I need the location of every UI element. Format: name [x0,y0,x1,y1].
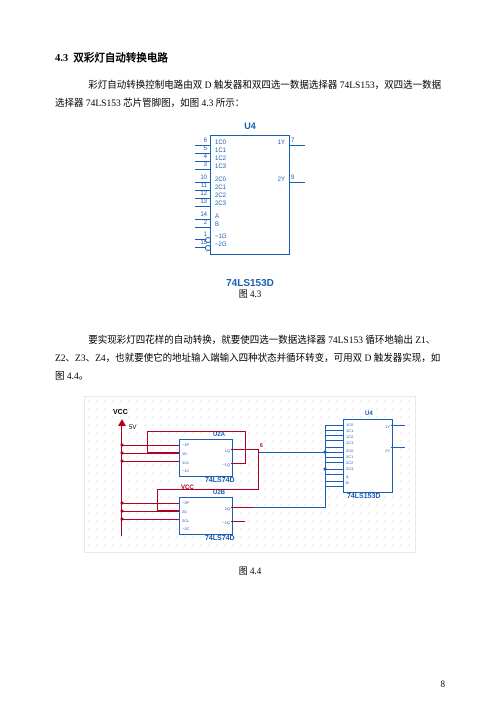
junction-icon [121,510,124,513]
section-title: 4.3 双彩灯自动转换电路 [55,50,445,65]
figure-4-3: U4 61C051C141C231C3102C0112C1122C2132C31… [55,121,445,279]
page-number: 8 [441,679,446,689]
junction-icon [324,468,327,471]
paragraph-2: 要实现彩灯四花样的自动转换，就要使四选一数据选择器 74LS153 循环地输出 … [55,332,445,386]
vcc-inner-label: VCC [181,485,194,491]
chip-part-number: 74LS153D [175,278,325,289]
junction-icon [121,460,124,463]
vcc-value: 5V [129,425,136,431]
chip-ref-des: U4 [175,121,325,131]
junction-icon [324,451,327,454]
junction-icon [121,444,124,447]
u2a-body: ~1P 1D 1CL ~1C 1Q ~1Q [179,439,233,477]
section-title-text: 双彩灯自动转换电路 [73,53,168,64]
u2b-chip-label: 74LS74D [205,535,235,542]
pin-row: 1Y7 [175,139,325,147]
vcc-arrow-icon [118,419,126,426]
paragraph-1: 彩灯自动转换控制电路由双 D 触发器和双四选一数据选择器 74LS153，双四选… [55,77,445,113]
pin-row: 132C3 [175,200,325,208]
chip-diagram: U4 61C051C141C231C3102C0112C1122C2132C31… [175,121,325,276]
pin-label: 6 [260,443,263,449]
vcc-label: VCC [113,409,128,416]
u2b-body: ~2P 2D 2CL ~2C 2Q ~2Q [179,497,233,535]
u4-ref: U4 [365,411,373,417]
pin-row: 31C3 [175,163,325,171]
u4-chip-label: 74LS153D [347,493,380,500]
pin-row: 2B [175,221,325,229]
junction-icon [121,518,124,521]
circuit-diagram: VCC 5V U2A ~1P 1D 1CL ~1C [84,396,416,553]
pin-row: 15~2G [175,241,325,249]
figure-4-4-caption: 图 4.4 [55,564,445,577]
u2b-ref: U2B [213,490,225,496]
u2a-chip-label: 74LS74D [205,477,235,484]
u4-body: 1C0 1C1 1C2 1C3 2C0 2C1 2C2 2C3 A B 1Y 2… [343,419,393,493]
u2a-ref: U2A [213,432,225,438]
pin-row: 2Y9 [175,176,325,184]
section-number: 4.3 [55,53,68,64]
junction-icon [121,452,124,455]
junction-icon [121,502,124,505]
figure-4-4: VCC 5V U2A ~1P 1D 1CL ~1C [55,396,445,556]
